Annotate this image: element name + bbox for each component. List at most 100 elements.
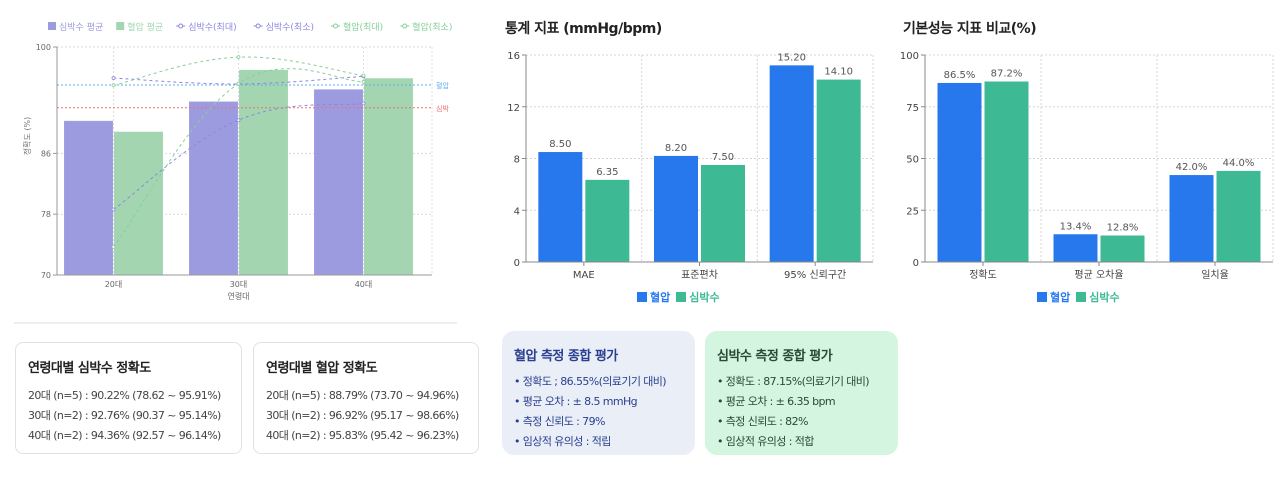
x-tick-label: 평균 오차율 — [1074, 269, 1123, 280]
eval-title: 심박수 측정 종합 평가 — [717, 349, 833, 364]
legend-item[interactable]: 심박수(최소) — [253, 22, 314, 33]
eval-item: • 임상적 유의성 : 적립 — [514, 435, 611, 448]
legend-item-bp[interactable]: 혈압 — [637, 289, 670, 305]
stats-chart-legend: 혈압 심박수 — [637, 289, 720, 305]
y-tick-label: 70 — [41, 271, 51, 280]
x-tick-label: 30대 — [230, 280, 248, 289]
line-point — [361, 101, 366, 106]
section-divider — [14, 322, 457, 324]
card-title: 연령대별 혈압 정확도 — [266, 361, 378, 376]
legend-swatch-hr — [676, 292, 687, 302]
bar-value-label: 87.2% — [991, 68, 1023, 79]
legend-label-bp: 혈압 — [1050, 291, 1071, 304]
bar — [314, 89, 363, 276]
y-tick-label: 16 — [507, 51, 520, 62]
bp-evaluation-card: 혈압 측정 종합 평가 • 정확도 ; 86.55%(의료기기 대비) • 평균… — [502, 331, 695, 455]
eval-item: • 정확도 : 87.15%(의료기기 대비) — [717, 375, 870, 388]
legend-item[interactable]: 혈압(최대) — [331, 21, 383, 33]
bar-value-label: 42.0% — [1176, 162, 1208, 173]
bar-value-label: 15.20 — [777, 52, 806, 63]
legend-swatch-hr — [1076, 292, 1087, 302]
bar-value-label: 6.35 — [596, 167, 618, 178]
bar — [654, 155, 698, 262]
bar-value-label: 8.50 — [549, 139, 571, 150]
eval-item: • 측정 신뢰도 : 79% — [514, 415, 605, 428]
bar-value-label: 44.0% — [1223, 158, 1255, 169]
age-accuracy-chart: 심박수 평균 혈압 평균 심박수(최대) 심박수(최소) 혈압(최대) 혈압(최소) 70 7… — [22, 21, 452, 301]
eval-item: • 정확도 ; 86.55%(의료기기 대비) — [514, 375, 667, 388]
legend-item[interactable]: 심박수 평균 — [48, 22, 103, 33]
stats-chart: 0 4 8 12 16 8.50 8.20 15.20 6.35 7.50 14.10 MAE 표준편차… — [507, 51, 874, 280]
x-tick-label: 정확도 — [969, 269, 997, 280]
card-line: 20대 (n=5) : 88.79% (73.70 ~ 94.96%) — [266, 389, 459, 402]
legend-label: 혈압(최소) — [412, 21, 452, 33]
bar-value-label: 8.20 — [665, 143, 687, 154]
line-point — [111, 207, 116, 212]
eval-item: • 측정 신뢰도 : 82% — [717, 415, 808, 428]
card-line: 40대 (n=2) : 95.83% (95.42 ~ 96.23%) — [266, 429, 459, 442]
legend-point-marker — [333, 23, 338, 29]
x-axis-label: 연령대 — [227, 292, 249, 301]
y-tick-label: 8 — [514, 155, 520, 166]
line-point — [361, 79, 366, 84]
reference-line-label: 혈압 — [436, 81, 449, 90]
card-title: 연령대별 심박수 정확도 — [28, 361, 151, 376]
x-tick-label: 20대 — [105, 280, 123, 289]
legend-item-hr[interactable]: 심박수 — [1076, 289, 1120, 305]
performance-chart: 0 25 50 75 100 86.5% 13.4% 42.0% 87.2% 12.8% 44.0%… — [900, 51, 1274, 280]
bar-value-label: 14.10 — [824, 67, 853, 78]
performance-chart-legend: 혈압 심박수 — [1037, 289, 1120, 305]
bar — [816, 79, 861, 262]
legend-label: 심박수(최소) — [266, 22, 314, 33]
bar — [1216, 170, 1261, 262]
bar-value-label: 86.5% — [944, 70, 976, 81]
legend-swatch-bp — [1037, 292, 1047, 302]
bar — [984, 81, 1029, 262]
legend-point-marker — [402, 23, 408, 29]
legend-point-marker — [255, 23, 261, 29]
y-tick-label: 25 — [906, 206, 919, 217]
line-point — [111, 76, 116, 80]
series-line — [113, 102, 364, 210]
legend-item[interactable]: 심박수(최대) — [176, 22, 237, 33]
legend-label: 심박수(최대) — [188, 22, 236, 33]
y-tick-label: 12 — [507, 103, 520, 114]
card-line: 20대 (n=5) : 90.22% (78.62 ~ 95.91%) — [28, 389, 221, 402]
stats-chart-title: 통계 지표 (mmHg/bpm) — [505, 21, 662, 37]
bar — [64, 120, 113, 276]
y-tick-label: 86 — [41, 149, 51, 158]
y-axis-label: 정확도 (%) — [22, 117, 32, 155]
legend-point-marker — [178, 23, 184, 29]
legend-label-bp: 혈압 — [650, 291, 671, 304]
y-tick-label: 78 — [41, 210, 51, 219]
bar — [1100, 235, 1145, 262]
y-tick-label: 4 — [514, 206, 520, 217]
legend-label: 혈압(최대) — [343, 21, 383, 33]
y-tick-label: 100 — [900, 51, 919, 62]
bar-value-label: 12.8% — [1107, 223, 1139, 234]
reference-line-label: 심박 — [436, 104, 449, 113]
bar — [1053, 234, 1098, 262]
eval-item: • 평균 오차 : ± 8.5 mmHg — [514, 395, 638, 408]
bar — [538, 152, 583, 262]
bar — [1169, 175, 1214, 262]
bar — [701, 164, 745, 262]
line-point — [111, 244, 116, 249]
bar-value-label: 13.4% — [1060, 221, 1092, 232]
legend-item[interactable]: 혈압 평균 — [116, 21, 163, 33]
bar — [239, 69, 288, 276]
x-tick-label: MAE — [573, 270, 595, 280]
bar-value-label: 7.50 — [712, 152, 734, 163]
eval-item: • 임상적 유의성 : 적합 — [717, 435, 814, 448]
bar — [769, 65, 814, 262]
y-tick-label: 50 — [906, 155, 919, 166]
legend-item-hr[interactable]: 심박수 — [676, 289, 720, 305]
y-tick-label: 75 — [906, 103, 919, 114]
legend-label-hr: 심박수 — [689, 291, 720, 304]
legend-swatch-bp — [637, 292, 647, 302]
bar — [937, 82, 982, 262]
legend-item-bp[interactable]: 혈압 — [1037, 289, 1070, 305]
legend-item[interactable]: 혈압(최소) — [400, 21, 452, 33]
card-line: 30대 (n=2) : 92.76% (90.37 ~ 95.14%) — [28, 409, 221, 422]
bar — [585, 179, 630, 262]
